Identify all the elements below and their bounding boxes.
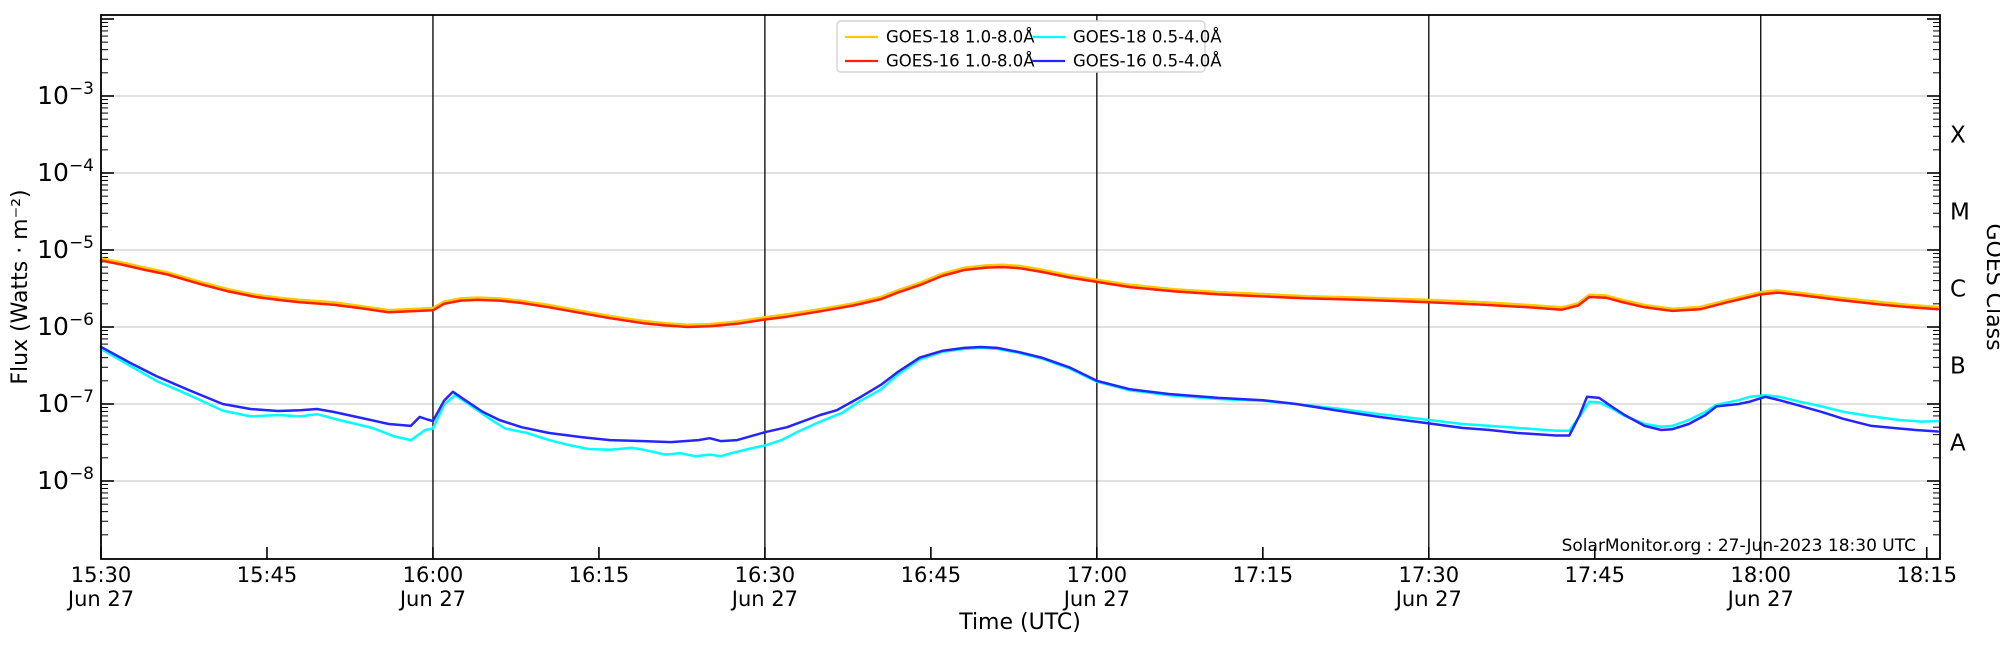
y-axis-title-right: GOES Class [1981, 223, 2000, 350]
series-goes-18-1-0-8-0- [99, 257, 1940, 326]
x-tick-label: 15:30 [71, 563, 132, 587]
x-tick-label: 16:30 [735, 563, 796, 587]
x-tick-date-label: Jun 27 [1394, 587, 1462, 611]
halfhour-vertical-lines [432, 15, 1762, 559]
plot-border [100, 14, 1941, 560]
legend-box [836, 20, 1206, 73]
x-tick-label: 16:45 [901, 563, 962, 587]
y-tick-label: 10−4 [37, 156, 94, 187]
goes-class-label-x: X [1950, 123, 1966, 149]
y-tick-labels: 10−3 10−4 10−5 10−6 10−7 10−8 [37, 79, 94, 495]
axis-ticks [100, 18, 1940, 559]
legend: GOES-18 1.0-8.0Å GOES-16 1.0-8.0Å GOES-18 … [836, 20, 1222, 73]
legend-label: GOES-18 0.5-4.0Å [1073, 28, 1222, 47]
series-goes-18-0-5-4-0- [99, 346, 1940, 458]
x-tick-label: 18:15 [1896, 563, 1957, 587]
x-tick-label: 15:45 [237, 563, 298, 587]
gridlines [101, 95, 1940, 482]
series-goes-16-1-0-8-0- [99, 259, 1940, 329]
goes-class-label-b: B [1950, 354, 1966, 380]
x-tick-date-label: Jun 27 [66, 587, 134, 611]
goes-class-letters: X M C B A [1950, 123, 1970, 457]
legend-label: GOES-16 0.5-4.0Å [1073, 52, 1222, 71]
x-tick-label: 16:15 [569, 563, 630, 587]
x-tick-label: 17:15 [1233, 563, 1294, 587]
y-tick-label: 10−5 [37, 233, 94, 264]
y-tick-label: 10−7 [37, 387, 94, 418]
y-axis-title-left: Flux (Watts · m⁻²) [8, 189, 33, 384]
watermark: SolarMonitor.org : 27-Jun-2023 18:30 UTC [1562, 536, 1916, 556]
goes-class-label-c: C [1950, 277, 1966, 303]
goes-class-label-m: M [1950, 200, 1970, 226]
flux-curves [99, 257, 1940, 458]
y-tick-label: 10−8 [37, 464, 94, 495]
x-tick-label: 17:30 [1399, 563, 1460, 587]
x-tick-label: 16:00 [403, 563, 464, 587]
x-tick-date-label: Jun 27 [398, 587, 466, 611]
x-axis-title: Time (UTC) [958, 610, 1081, 635]
x-tick-date-label: Jun 27 [1726, 587, 1794, 611]
x-tick-label: 17:45 [1565, 563, 1626, 587]
x-tick-label: 17:00 [1067, 563, 1128, 587]
x-tick-label: 18:00 [1730, 563, 1791, 587]
x-tick-date-label: Jun 27 [1062, 587, 1130, 611]
x-tick-date-label: Jun 27 [730, 587, 798, 611]
series-goes-16-0-5-4-0- [99, 345, 1940, 444]
goes-class-label-a: A [1950, 431, 1966, 457]
y-tick-label: 10−6 [37, 310, 94, 341]
y-tick-label: 10−3 [37, 79, 94, 110]
legend-label: GOES-18 1.0-8.0Å [886, 28, 1035, 47]
legend-label: GOES-16 1.0-8.0Å [886, 52, 1035, 71]
